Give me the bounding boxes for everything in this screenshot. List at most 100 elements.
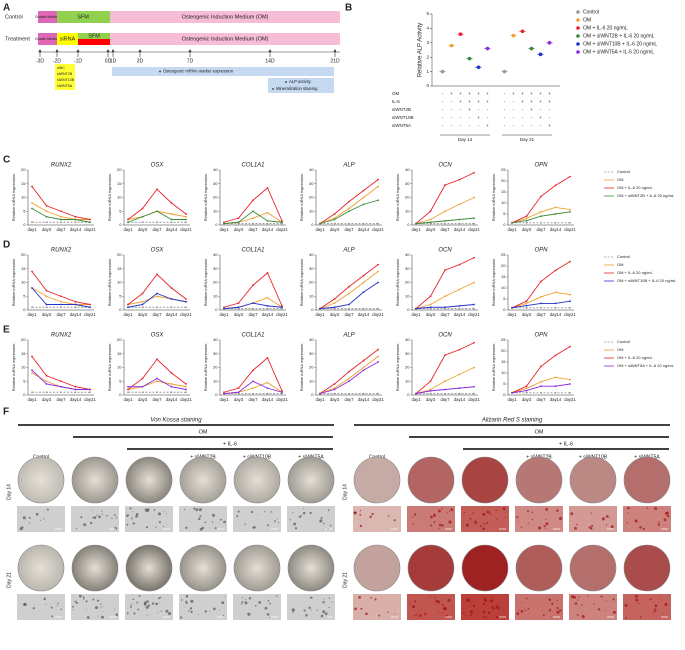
legend-label: OM <box>617 262 623 267</box>
point <box>348 200 350 203</box>
point <box>31 372 33 374</box>
point <box>170 372 173 374</box>
point <box>281 307 283 310</box>
sfm-box <box>57 11 110 23</box>
stain-spot <box>666 514 670 518</box>
point <box>333 388 336 391</box>
condition-mark: + <box>477 91 480 96</box>
point <box>569 345 571 348</box>
x-tick-label: day14 <box>70 397 82 402</box>
point <box>237 302 240 305</box>
stain-spot <box>316 609 318 612</box>
stain-spot <box>101 606 103 608</box>
condition-mark: - <box>522 107 524 112</box>
stain-spot <box>138 595 141 597</box>
stain-spot <box>629 605 631 607</box>
stain-spot <box>627 512 629 514</box>
point <box>540 391 542 394</box>
stain-spot <box>419 614 422 617</box>
point <box>444 269 446 272</box>
stain-spot <box>433 521 436 524</box>
y-tick-label: 0 <box>426 83 429 88</box>
point <box>511 306 513 309</box>
x-tick-label: day3 <box>234 397 244 402</box>
y-tick-label: 15 <box>501 189 506 194</box>
stain-spot <box>130 606 132 609</box>
day-arrow <box>138 49 142 52</box>
y-axis-label: Relative mRNA expression <box>11 344 16 392</box>
condition-mark: + <box>539 99 542 104</box>
point <box>444 306 446 309</box>
bullet <box>272 88 274 90</box>
point <box>362 307 365 310</box>
x-tick-label: day21 <box>372 312 384 317</box>
stain-spot <box>300 514 302 517</box>
stain-spot <box>292 611 294 613</box>
stain-spot <box>187 610 190 612</box>
stain-spot <box>483 603 486 606</box>
point <box>540 365 542 368</box>
series-line <box>415 257 475 309</box>
stain-spot <box>639 526 642 529</box>
stain-spot <box>72 609 74 611</box>
legend-label: OM + siWNT5A + IL-6 20 ng/mL <box>583 49 654 55</box>
row-label: Treatment <box>5 36 30 42</box>
point <box>540 221 542 224</box>
stain-spot <box>211 513 216 517</box>
well-image <box>461 456 509 504</box>
stain-spot <box>635 598 639 602</box>
point <box>266 296 269 299</box>
stain-spot <box>662 613 664 615</box>
x-tick-label: day3 <box>42 397 52 402</box>
stain-spot <box>211 521 214 523</box>
chart-title: COL1A1 <box>241 163 264 169</box>
legend-label: Control <box>617 254 630 259</box>
stain-spot <box>309 596 311 599</box>
om-label: OM <box>535 429 544 435</box>
stain-spot <box>267 599 270 602</box>
legend-marker <box>576 18 580 22</box>
stain-spot <box>126 612 129 615</box>
stain-spot <box>80 516 83 519</box>
stain-spot <box>151 602 155 605</box>
stain-spot <box>99 607 101 609</box>
stain-spot <box>657 523 661 526</box>
point <box>540 380 542 383</box>
stain-spot <box>146 600 149 603</box>
point <box>540 295 542 298</box>
condition-mark: - <box>531 115 533 120</box>
condition-mark: + <box>530 91 533 96</box>
stain-spot <box>101 513 104 515</box>
legend-label: Control <box>583 9 599 15</box>
condition-mark: - <box>504 107 506 112</box>
point <box>525 221 528 224</box>
x-tick-label: day21 <box>180 312 192 317</box>
stain-spot <box>484 513 485 515</box>
point <box>237 391 240 394</box>
x-tick-label: day7 <box>344 312 354 317</box>
point <box>377 307 379 310</box>
well-image <box>125 544 173 592</box>
group-title: Alizarin Red S staining <box>481 418 543 424</box>
stain-spot <box>167 612 172 616</box>
point <box>252 302 254 305</box>
stain-spot <box>264 608 266 610</box>
stain-spot <box>86 609 88 611</box>
stain-spot <box>302 511 306 515</box>
point <box>185 213 187 215</box>
point <box>458 392 461 395</box>
y-tick-label: 15 <box>117 181 122 186</box>
group-label: Day 14 <box>458 137 473 142</box>
day-label: 7D <box>187 58 194 64</box>
stain-spot <box>360 607 363 610</box>
point <box>540 385 542 388</box>
stain-spot <box>319 617 321 618</box>
point <box>333 306 336 309</box>
point <box>141 377 144 380</box>
legend-label: OM + IL-6 20 ng/mL <box>617 270 653 275</box>
stain-spot <box>527 607 530 610</box>
y-axis-label: Relative mRNA expression <box>395 174 400 222</box>
point <box>444 210 446 213</box>
stain-spot <box>76 603 78 605</box>
point <box>156 221 158 224</box>
